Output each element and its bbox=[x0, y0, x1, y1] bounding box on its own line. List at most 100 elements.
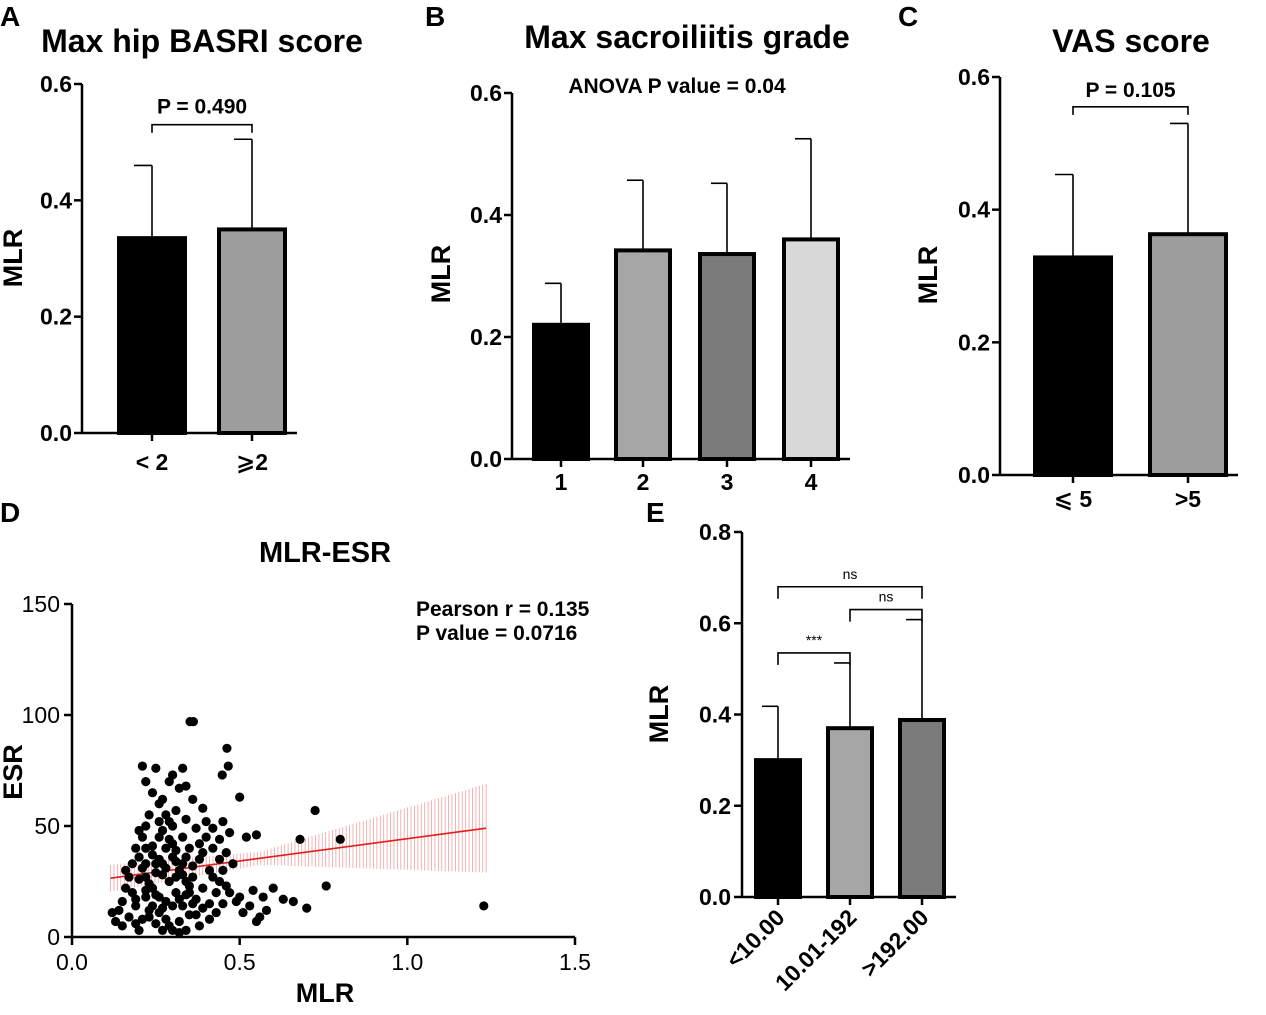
y-tick-label-e: 0.6 bbox=[699, 610, 731, 636]
x-tick-label-b: 4 bbox=[805, 469, 818, 495]
significance-bracket-a bbox=[151, 123, 253, 133]
x-tick-label-b: 3 bbox=[721, 469, 734, 495]
scatter-point-d bbox=[137, 761, 148, 771]
scatter-point-d bbox=[194, 921, 205, 931]
scatter-point-d bbox=[178, 832, 188, 842]
y-tick-label-c: 0.0 bbox=[958, 462, 990, 488]
x-tick-label-e: >192.00 bbox=[856, 904, 934, 982]
y-tick-label-a: 0.6 bbox=[40, 71, 72, 97]
x-tick-label-c: ⩽ 5 bbox=[1054, 486, 1093, 512]
scatter-point-d bbox=[164, 777, 174, 787]
pearson-r-d: Pearson r = 0.135 bbox=[416, 598, 590, 621]
scatter-point-d bbox=[154, 907, 164, 918]
chart-title-b: Max sacroiliitis grade bbox=[524, 19, 849, 55]
y-tick-label-e: 0.2 bbox=[699, 793, 731, 819]
scatter-point-d bbox=[221, 848, 231, 858]
scatter-point-d bbox=[191, 910, 201, 920]
scatter-point-d bbox=[141, 859, 151, 869]
y-tick-label-b: 0.4 bbox=[470, 202, 502, 228]
y-tick-label-b: 0.6 bbox=[470, 80, 502, 106]
scatter-point-d bbox=[321, 881, 331, 891]
x-axis-label-d: MLR bbox=[296, 978, 354, 1008]
scatter-point-d bbox=[228, 859, 238, 869]
scatter-point-d bbox=[191, 894, 201, 904]
plot-e: 0.00.20.40.60.8<10.0010.01-192>192.00***… bbox=[699, 519, 956, 996]
y-axis-label-d: ESR bbox=[0, 744, 28, 800]
y-axis-label-a: MLR bbox=[0, 229, 28, 287]
scatter-point-d bbox=[278, 894, 288, 904]
panel-letter-d: D bbox=[0, 497, 20, 528]
x-tick-label-a: < 2 bbox=[136, 449, 169, 475]
scatter-point-d bbox=[188, 872, 198, 882]
scatter-point-d bbox=[157, 825, 168, 836]
scatter-point-d bbox=[124, 912, 134, 922]
scatter-point-d bbox=[198, 848, 208, 858]
scatter-point-d bbox=[161, 843, 171, 853]
scatter-point-d bbox=[121, 865, 131, 876]
significance-bracket-e bbox=[777, 652, 851, 665]
scatter-point-d bbox=[214, 834, 225, 844]
bar-b-4 bbox=[782, 237, 840, 461]
scatter-point-d bbox=[288, 896, 298, 907]
scatter-point-d bbox=[181, 781, 191, 791]
scatter-point-d bbox=[194, 839, 205, 849]
scatter-point-d bbox=[178, 763, 188, 773]
x-tick-label-d: 0.0 bbox=[56, 949, 88, 975]
y-tick-label-d: 50 bbox=[34, 813, 60, 839]
y-tick-label-a: 0.0 bbox=[40, 420, 72, 446]
bar-a-1 bbox=[117, 236, 187, 435]
scatter-point-d bbox=[218, 899, 228, 909]
panel-b: B Max sacroiliitis grade ANOVA P value =… bbox=[425, 1, 850, 495]
panel-c: C VAS score MLR 0.0 0.2 0.4 0.6 ⩽ 5 >5 P = 0.1… bbox=[898, 1, 1238, 512]
scatter-point-d bbox=[174, 916, 184, 927]
scatter-point-d bbox=[181, 925, 191, 935]
bar-e-1 bbox=[754, 758, 802, 899]
scatter-point-d bbox=[151, 890, 161, 900]
scatter-point-d bbox=[147, 788, 158, 798]
significance-label-e: ns bbox=[843, 566, 858, 582]
scatter-point-d bbox=[127, 859, 137, 869]
y-tick-label-c: 0.4 bbox=[958, 197, 990, 223]
scatter-point-d bbox=[258, 892, 268, 902]
plot-d: 0 50 100 150 0.0 0.5 1.0 1.5 bbox=[22, 591, 591, 975]
scatter-point-d bbox=[144, 912, 154, 922]
y-tick-label-e: 0.0 bbox=[699, 884, 731, 910]
scatter-point-d bbox=[141, 777, 151, 787]
scatter-point-d bbox=[161, 896, 171, 907]
scatter-point-d bbox=[214, 876, 225, 887]
scatter-point-d bbox=[251, 916, 262, 927]
scatter-point-d bbox=[335, 834, 345, 844]
scatter-point-d bbox=[223, 761, 233, 771]
plot-b: 0.0 0.2 0.4 0.6 1 2 3 4 bbox=[470, 80, 850, 495]
bar-c-1 bbox=[1033, 255, 1113, 477]
panel-e: E MLR 0.00.20.40.60.8<10.0010.01-192>192… bbox=[644, 497, 956, 996]
y-tick-label-e: 0.8 bbox=[699, 519, 731, 545]
scatter-point-d bbox=[147, 850, 158, 860]
panel-d: D MLR-ESR Pearson r = 0.135 P value = 0.… bbox=[0, 497, 591, 1008]
scatter-point-d bbox=[248, 885, 258, 895]
y-tick-label-d: 0 bbox=[47, 924, 60, 950]
scatter-point-d bbox=[211, 907, 221, 918]
y-tick-label-a: 0.4 bbox=[40, 187, 72, 213]
scatter-point-d bbox=[204, 914, 215, 924]
significance-label-c: P = 0.105 bbox=[1085, 79, 1175, 102]
scatter-point-d bbox=[268, 883, 278, 893]
scatter-point-d bbox=[310, 805, 320, 816]
scatter-point-d bbox=[184, 910, 194, 920]
scatter-point-d bbox=[198, 883, 208, 893]
scatter-point-d bbox=[157, 925, 168, 935]
panel-letter-a: A bbox=[0, 1, 20, 32]
scatter-point-d bbox=[141, 843, 151, 853]
scatter-point-d bbox=[164, 816, 174, 827]
significance-label-e: *** bbox=[806, 632, 823, 648]
scatter-point-d bbox=[241, 832, 251, 842]
scatter-point-d bbox=[191, 823, 201, 833]
y-tick-label-d: 100 bbox=[22, 702, 60, 728]
scatter-point-d bbox=[261, 905, 272, 915]
scatter-point-d bbox=[198, 803, 208, 813]
scatter-point-d bbox=[295, 834, 305, 844]
x-tick-label-c: >5 bbox=[1175, 486, 1201, 512]
scatter-point-d bbox=[178, 870, 188, 880]
bar-a-2 bbox=[217, 227, 287, 435]
